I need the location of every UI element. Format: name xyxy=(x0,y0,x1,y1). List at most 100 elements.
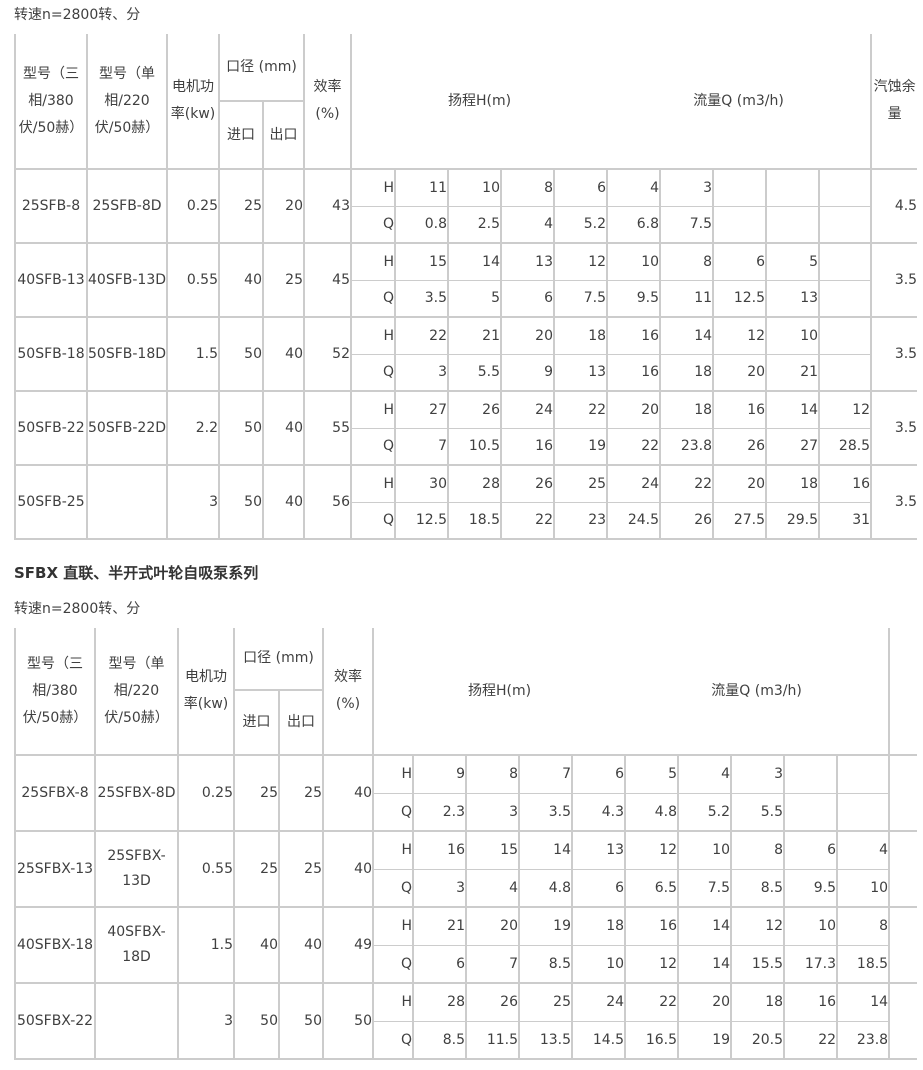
efficiency-cell: 40 xyxy=(322,755,373,832)
head-value-cell: 10 xyxy=(447,169,501,207)
head-value-cell: 8 xyxy=(500,169,554,207)
flow-value-cell: 6 xyxy=(570,869,626,908)
flow-value-cell: 29.5 xyxy=(765,502,820,540)
model-1phase-cell xyxy=(86,465,167,540)
head-row-label: H xyxy=(372,831,413,870)
head-value-cell: 3 xyxy=(730,755,785,794)
col-header-inlet: 进口 xyxy=(218,101,263,170)
head-value-cell: 9 xyxy=(412,755,466,794)
model-1phase-cell: 40SFB-13D xyxy=(86,243,167,318)
head-value-cell: 5 xyxy=(765,243,820,281)
outlet-bore-cell: 40 xyxy=(278,907,323,984)
head-value-cell: 14 xyxy=(447,243,501,281)
flow-value-cell: 22 xyxy=(606,428,661,466)
col-header-efficiency: 效率(%) xyxy=(303,34,351,170)
flow-value-cell: 11 xyxy=(659,280,714,318)
model-3phase-cell: 25SFBX-13 xyxy=(14,831,95,908)
flow-value-cell: 6 xyxy=(500,280,554,318)
outlet-bore-cell: 25 xyxy=(262,243,304,318)
model-3phase-cell: 25SFB-8 xyxy=(14,169,87,244)
flow-value-cell: 23 xyxy=(552,502,608,540)
flow-value-cell: 10.5 xyxy=(447,428,501,466)
head-value-cell: 18 xyxy=(765,465,820,503)
flow-value-cell: 4.8 xyxy=(518,869,572,908)
flow-value-cell: 23.8 xyxy=(836,1021,890,1060)
model-3phase-cell: 50SFB-18 xyxy=(14,317,87,392)
flow-value-cell: 7.5 xyxy=(677,869,732,908)
flow-value-cell: 5.5 xyxy=(730,793,785,832)
flow-row-label: Q xyxy=(350,502,395,540)
inlet-bore-cell: 25 xyxy=(233,755,279,832)
flow-value-cell: 6.5 xyxy=(624,869,679,908)
speed-note-1: 转速n=2800转、分 xyxy=(14,7,141,23)
efficiency-cell: 40 xyxy=(322,831,373,908)
head-value-cell: 21 xyxy=(447,317,501,355)
inlet-bore-cell: 50 xyxy=(218,391,263,466)
flow-value-cell: 22 xyxy=(500,502,554,540)
col-header-outlet: 出口 xyxy=(262,101,304,170)
spacer-cell xyxy=(888,831,918,908)
flow-value-cell: 14.5 xyxy=(570,1021,626,1060)
motor-power-cell: 0.25 xyxy=(166,169,219,244)
model-1phase-cell xyxy=(94,983,178,1060)
model-1phase-cell: 40SFBX-18D xyxy=(94,907,178,984)
flow-value-cell: 13 xyxy=(765,280,820,318)
head-value-cell: 10 xyxy=(765,317,820,355)
head-value-cell: 28 xyxy=(412,983,466,1022)
spacer-cell xyxy=(888,755,918,832)
flow-value-cell: 4.3 xyxy=(570,793,626,832)
sfbx-pump-table: 型号（三相/380伏/50赫） 型号（单相/220伏/50赫） 电机功率(kw)… xyxy=(14,628,918,1060)
head-value-cell: 6 xyxy=(783,831,838,870)
col-header-flow: 流量Q (m3/h) xyxy=(625,628,890,756)
head-value-cell: 7 xyxy=(518,755,572,794)
flow-value-cell: 14 xyxy=(677,945,732,984)
head-value-cell: 22 xyxy=(552,391,608,429)
head-value-cell: 26 xyxy=(465,983,519,1022)
flow-value-cell: 18.5 xyxy=(447,502,501,540)
inlet-bore-cell: 25 xyxy=(233,831,279,908)
head-value-cell: 14 xyxy=(765,391,820,429)
head-row-label: H xyxy=(350,169,395,207)
head-value-cell: 18 xyxy=(552,317,608,355)
flow-row-label: Q xyxy=(350,280,395,318)
flow-value-cell: 17.3 xyxy=(783,945,838,984)
head-value-cell: 4 xyxy=(836,831,890,870)
flow-value-cell xyxy=(765,206,820,244)
outlet-bore-cell: 40 xyxy=(262,317,304,392)
speed-note-2: 转速n=2800转、分 xyxy=(14,601,141,617)
model-1phase-cell: 50SFB-22D xyxy=(86,391,167,466)
flow-value-cell: 8.5 xyxy=(412,1021,466,1060)
npsh-cell: 3.5 xyxy=(870,391,918,466)
flow-value-cell: 4 xyxy=(500,206,554,244)
flow-value-cell: 20 xyxy=(712,354,767,392)
flow-value-cell: 4.8 xyxy=(624,793,679,832)
head-value-cell: 14 xyxy=(659,317,714,355)
flow-value-cell: 16.5 xyxy=(624,1021,679,1060)
npsh-cell: 4.5 xyxy=(870,169,918,244)
model-1phase-cell: 25SFB-8D xyxy=(86,169,167,244)
head-value-cell: 27 xyxy=(394,391,448,429)
flow-value-cell: 13.5 xyxy=(518,1021,572,1060)
spacer-cell xyxy=(888,907,918,984)
flow-value-cell xyxy=(818,206,872,244)
efficiency-cell: 55 xyxy=(303,391,351,466)
flow-value-cell: 7.5 xyxy=(659,206,714,244)
efficiency-cell: 52 xyxy=(303,317,351,392)
head-value-cell: 4 xyxy=(606,169,661,207)
flow-value-cell: 19 xyxy=(552,428,608,466)
efficiency-cell: 50 xyxy=(322,983,373,1060)
flow-value-cell: 9.5 xyxy=(783,869,838,908)
efficiency-cell: 45 xyxy=(303,243,351,318)
flow-value-cell: 27.5 xyxy=(712,502,767,540)
flow-value-cell: 3.5 xyxy=(518,793,572,832)
head-value-cell: 14 xyxy=(836,983,890,1022)
head-value-cell: 12 xyxy=(552,243,608,281)
efficiency-cell: 49 xyxy=(322,907,373,984)
model-3phase-cell: 40SFBX-18 xyxy=(14,907,95,984)
flow-value-cell: 7 xyxy=(465,945,519,984)
head-value-cell: 20 xyxy=(712,465,767,503)
head-value-cell: 20 xyxy=(500,317,554,355)
flow-value-cell: 12.5 xyxy=(394,502,448,540)
head-value-cell: 14 xyxy=(677,907,732,946)
